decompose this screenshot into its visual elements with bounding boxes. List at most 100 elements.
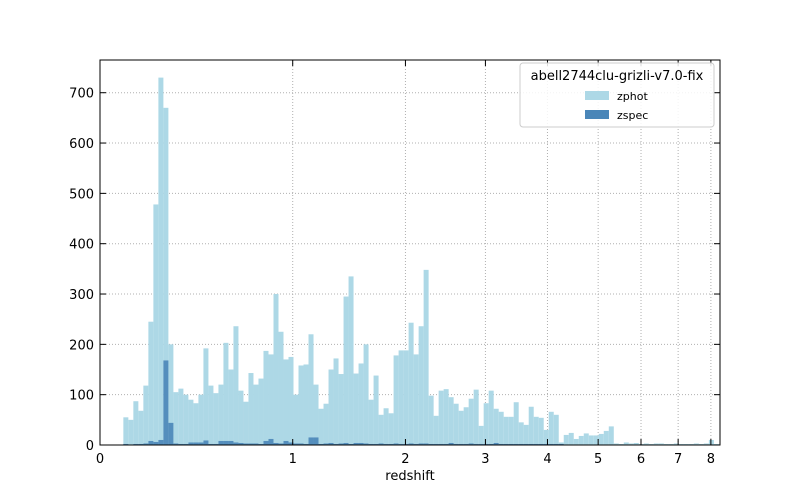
zphot-bar: [173, 392, 179, 445]
zphot-bar: [258, 378, 264, 445]
zspec-bar: [428, 443, 434, 445]
zspec-bar: [378, 443, 384, 445]
zphot-bar: [218, 384, 224, 445]
zspec-bar: [258, 443, 264, 445]
zphot-bar: [333, 358, 339, 445]
zspec-bar: [448, 442, 454, 445]
zspec-bar: [198, 442, 204, 445]
zphot-bar: [473, 389, 479, 445]
zphot-bar: [293, 394, 299, 445]
zphot-bar: [678, 443, 684, 445]
zspec-bar: [423, 443, 429, 445]
zspec-bar: [348, 443, 354, 445]
zphot-bar: [138, 410, 144, 445]
zphot-bar: [683, 443, 689, 445]
zspec-bar: [268, 438, 274, 445]
legend-label-zphot: zphot: [617, 90, 648, 103]
zspec-bar: [253, 443, 259, 445]
y-tick-label: 400: [69, 238, 94, 253]
zspec-bar: [323, 443, 329, 445]
zphot-bar: [648, 443, 654, 445]
zspec-bar: [343, 442, 349, 445]
zphot-bar: [538, 417, 544, 445]
zphot-bar: [418, 326, 424, 445]
zphot-bar: [278, 331, 284, 445]
zspec-bar: [333, 443, 339, 445]
x-tick-label: 8: [707, 452, 715, 467]
zphot-bar: [483, 403, 489, 445]
zspec-bar: [228, 440, 234, 445]
zspec-bar: [473, 443, 479, 445]
zphot-bar: [128, 419, 134, 445]
zphot-bar: [323, 403, 329, 445]
y-tick-label: 500: [69, 187, 94, 202]
x-tick-labels: 0 1 2 3 4 5 6 7 8: [96, 452, 715, 467]
zspec-bar: [243, 443, 249, 445]
zspec-bar: [368, 443, 374, 445]
zspec-bar: [468, 443, 474, 445]
zphot-bar: [548, 411, 554, 445]
zspec-bar: [208, 443, 214, 445]
x-tick-label: 2: [401, 452, 409, 467]
zphot-bar: [318, 408, 324, 445]
zphot-bar: [378, 414, 384, 445]
zphot-bar: [643, 443, 649, 445]
x-tick-label: 6: [637, 452, 645, 467]
zphot-bar: [518, 422, 524, 445]
zphot-bar: [373, 375, 379, 445]
zspec-bar: [408, 443, 414, 445]
zphot-bar: [153, 204, 159, 445]
zphot-bar: [288, 356, 294, 445]
zspec-bar: [528, 443, 534, 445]
legend-box: [519, 62, 715, 128]
zspec-bar: [338, 443, 344, 445]
zspec-bar: [168, 422, 174, 445]
zphot-bar: [228, 369, 234, 445]
zphot-bar: [353, 373, 359, 445]
zphot-bar: [543, 429, 549, 445]
zphot-bar: [433, 415, 439, 445]
zphot-bar: [358, 363, 364, 445]
y-tick-label: 100: [69, 389, 94, 404]
zphot-bar: [608, 426, 614, 445]
zphot-bar: [203, 348, 209, 445]
zspec-bar: [158, 439, 164, 445]
zphot-bar: [423, 269, 429, 445]
zphot-bar: [398, 350, 404, 445]
zphot-bar: [613, 443, 619, 445]
zphot-bar: [528, 406, 534, 445]
zphot-bar: [383, 408, 389, 445]
x-tick-label: 0: [96, 452, 104, 467]
zspec-bar: [383, 443, 389, 445]
zphot-bar: [668, 443, 674, 445]
legend-swatch-zspec: [585, 110, 609, 119]
zspec-bar: [418, 443, 424, 445]
zphot-bar: [403, 350, 409, 445]
zspec-bar: [438, 443, 444, 445]
zspec-bar: [398, 443, 404, 445]
zphot-bar: [393, 355, 399, 445]
zspec-bar: [188, 442, 194, 445]
zphot-bar: [448, 397, 454, 445]
zspec-bar: [508, 443, 514, 445]
zphot-bar: [453, 403, 459, 445]
zphot-bar: [568, 432, 574, 445]
zspec-bar: [518, 443, 524, 445]
y-tick-labels: 0 100 200 300 400 500 600 700: [69, 87, 94, 454]
zspec-bar: [248, 443, 254, 445]
zspec-bar: [303, 443, 309, 445]
zspec-bar: [488, 443, 494, 445]
zphot-bar: [503, 416, 509, 445]
zphot-bar: [623, 442, 629, 445]
zphot-bar: [563, 434, 569, 445]
zspec-bar: [358, 442, 364, 445]
zspec-bar: [313, 437, 319, 445]
zphot-bar: [338, 374, 344, 445]
zphot-bar: [283, 359, 289, 445]
zphot-bar: [343, 296, 349, 445]
zspec-bar: [393, 443, 399, 445]
zspec-bar: [178, 443, 184, 445]
zspec-bar: [148, 440, 154, 445]
zphot-bar: [653, 443, 659, 445]
zphot-bar: [533, 416, 539, 445]
